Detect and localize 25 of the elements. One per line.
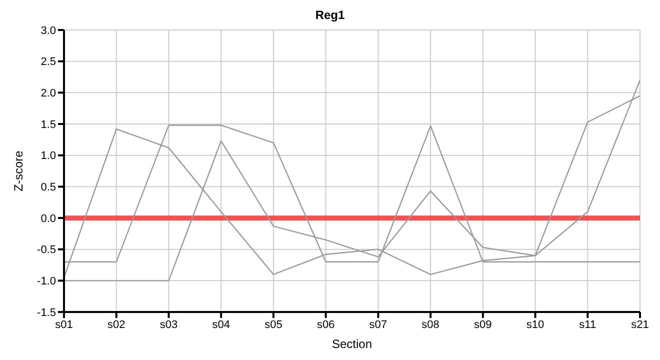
y-tick-label: 1.0 xyxy=(40,150,56,162)
x-tick-label: s06 xyxy=(316,318,335,331)
x-tick-label: s10 xyxy=(526,318,544,331)
y-tick-label: -0.5 xyxy=(37,244,56,256)
x-tick-label: s03 xyxy=(160,318,178,331)
y-tick-label: 0.0 xyxy=(40,212,56,225)
x-tick-label: s05 xyxy=(264,318,282,331)
x-tick-label: s21 xyxy=(631,318,649,331)
y-tick-label: 2.5 xyxy=(40,56,56,68)
x-tick-label: s11 xyxy=(579,318,596,331)
x-tick-label: s01 xyxy=(55,318,73,331)
y-tick-label: -1.5 xyxy=(37,306,56,319)
x-tick-label: s04 xyxy=(212,318,230,331)
x-axis-title: Section xyxy=(332,337,372,351)
x-tick-label: s07 xyxy=(369,318,388,331)
y-tick-label: 0.5 xyxy=(40,182,56,194)
x-tick-label: s08 xyxy=(422,318,440,331)
y-tick-label: 1.5 xyxy=(40,118,56,131)
y-tick-label: -1.0 xyxy=(37,276,56,288)
y-axis-title: Z-score xyxy=(11,150,26,192)
y-tick-label: 2.0 xyxy=(40,88,56,100)
y-tick-label: 3.0 xyxy=(40,24,56,37)
chart-title: Reg1 xyxy=(314,8,346,24)
x-tick-label: s02 xyxy=(107,318,126,331)
x-tick-label: s09 xyxy=(474,318,492,331)
